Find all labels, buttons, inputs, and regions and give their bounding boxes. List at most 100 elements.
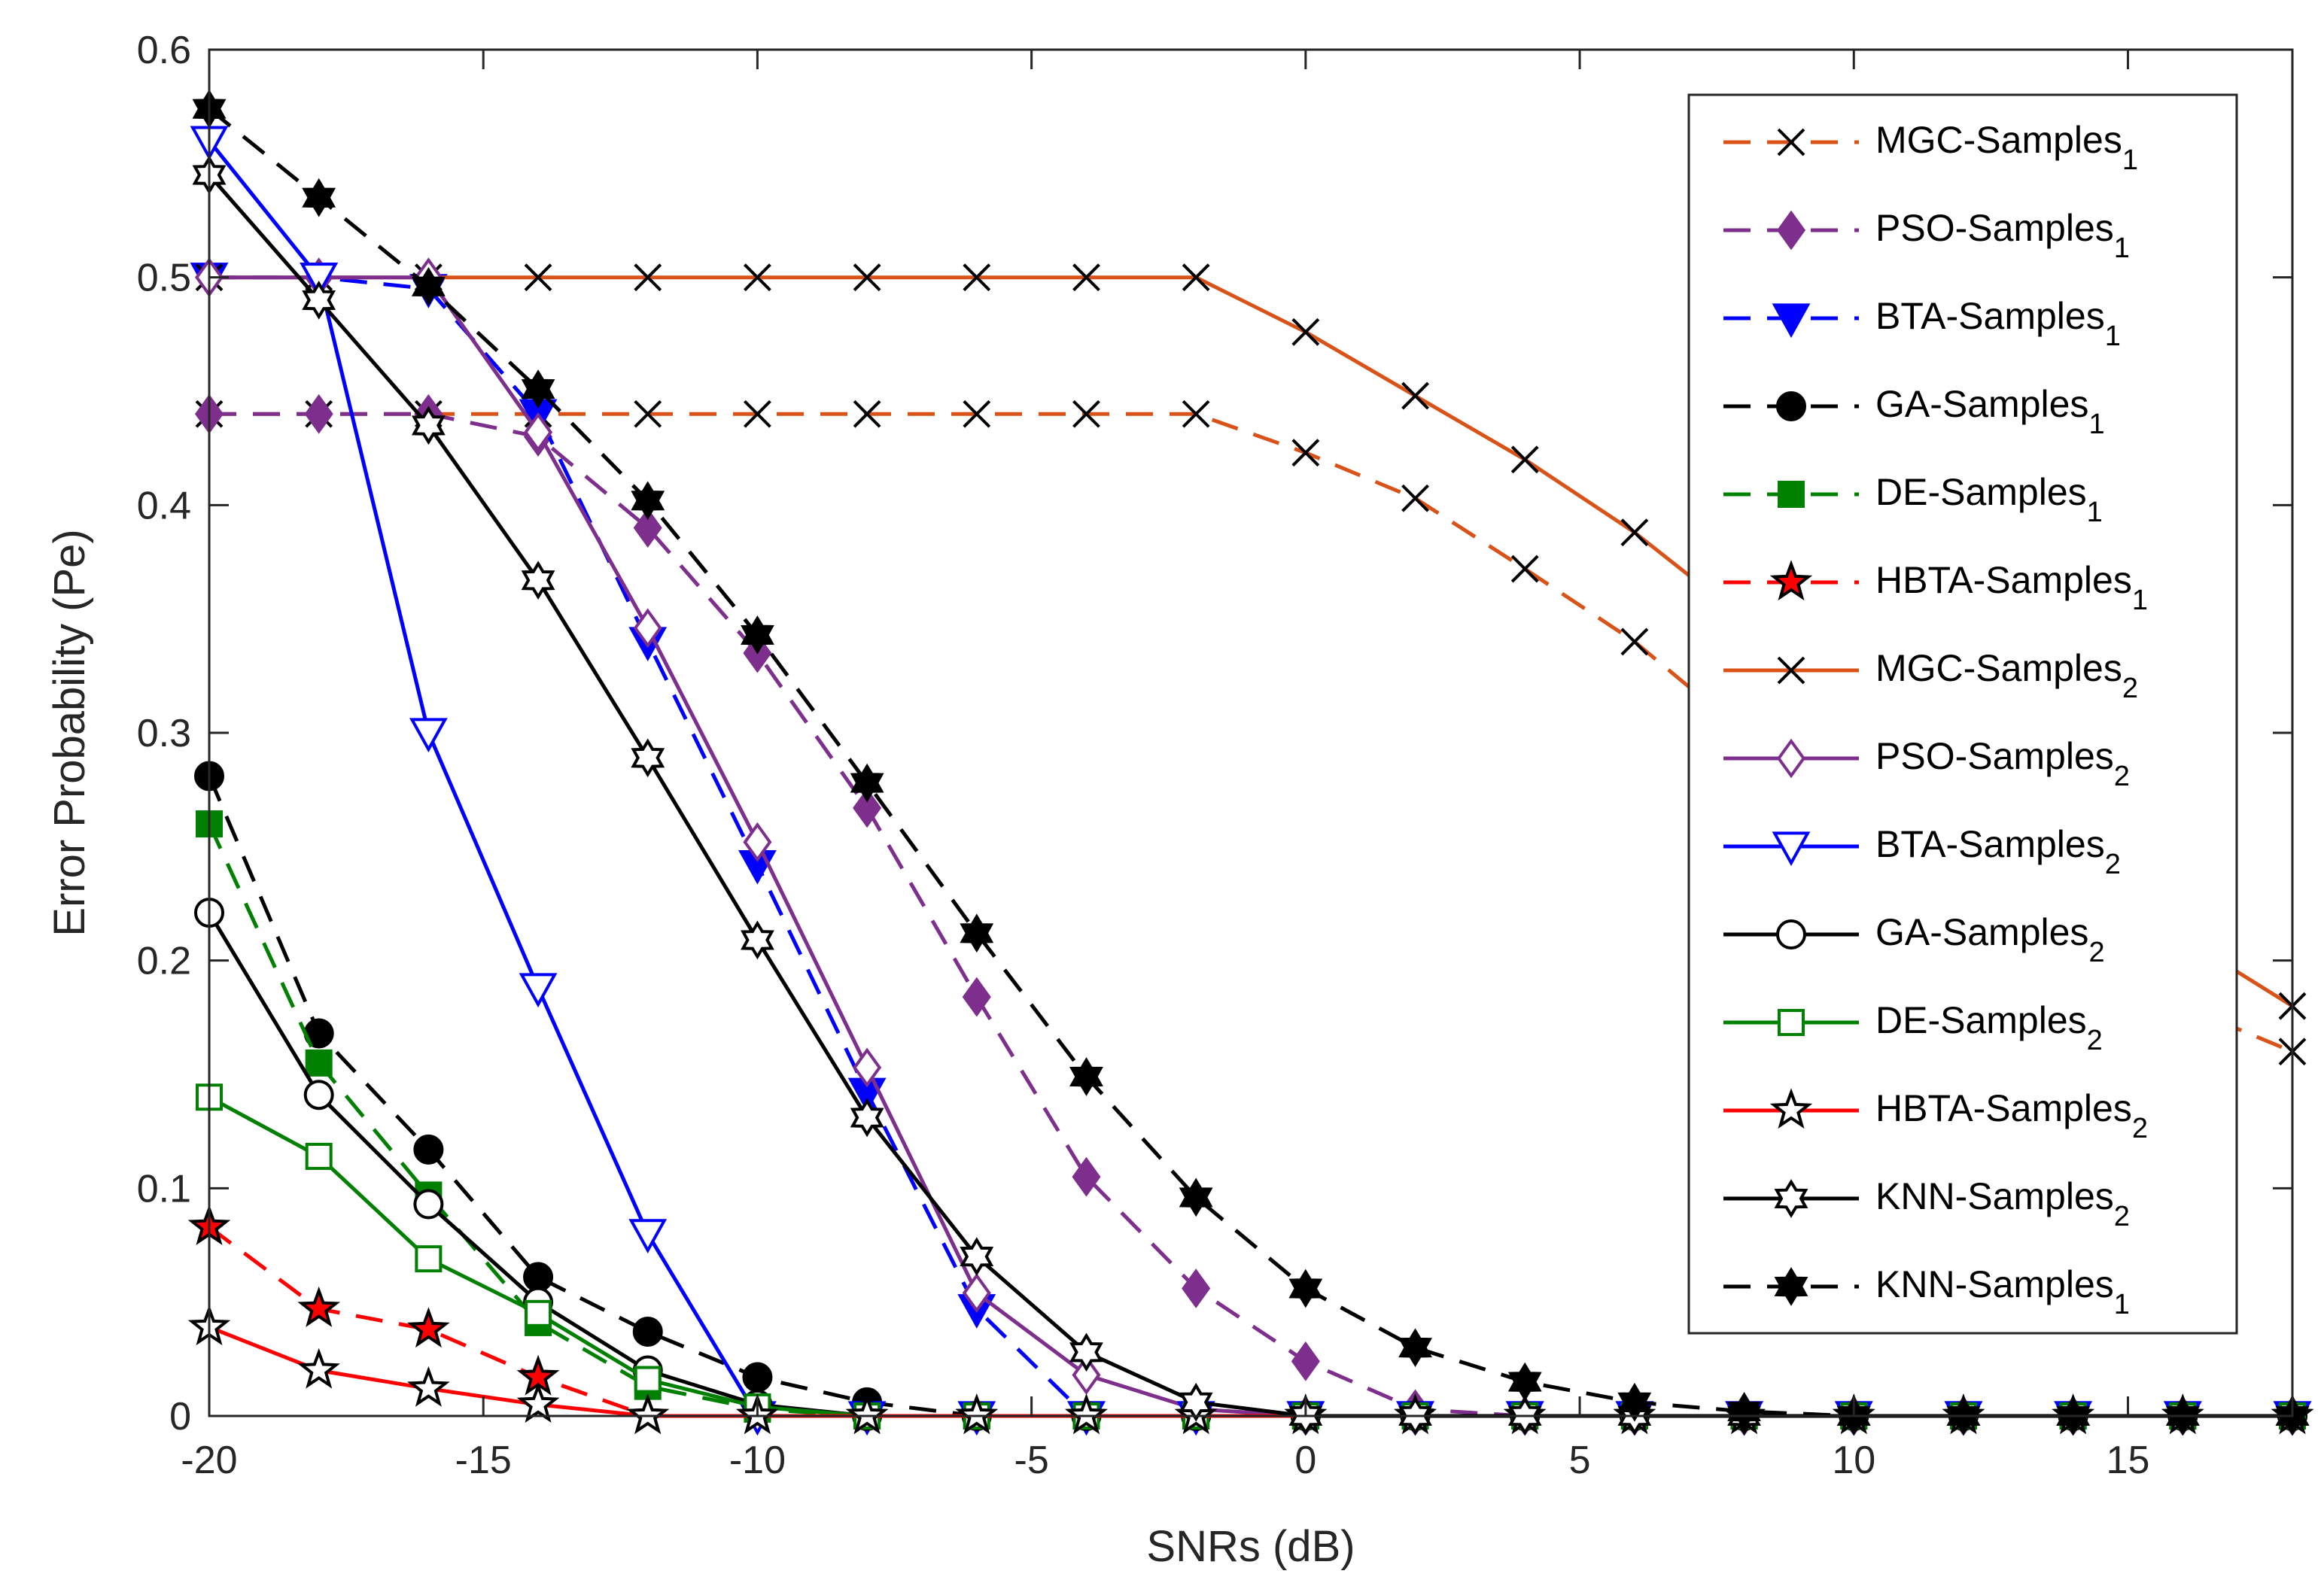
y-tick-label: 0.5 <box>137 257 191 300</box>
data-point <box>741 920 774 960</box>
data-point <box>411 406 446 445</box>
data-point <box>1179 1177 1213 1217</box>
data-point <box>633 508 662 548</box>
series-line <box>207 775 2292 1418</box>
data-point <box>1617 1382 1652 1422</box>
legend-label-subscript: 1 <box>2087 497 2103 528</box>
data-point <box>1401 484 1429 512</box>
x-tick-label: 15 <box>2107 1439 2150 1482</box>
legend-marker <box>1778 1009 1805 1036</box>
legend-label-subscript: 2 <box>2088 937 2104 968</box>
data-point <box>955 1393 999 1435</box>
data-point <box>631 481 665 521</box>
legend-label-name: DE-Samples <box>1875 999 2087 1041</box>
data-point <box>304 393 333 434</box>
legend-entry: HBTA-Samples2 <box>1723 1087 2148 1144</box>
data-point <box>1069 1332 1103 1372</box>
legend: MGC-Samples1PSO-Samples1BTA-Samples1GA-S… <box>1687 93 2238 1335</box>
legend-marker <box>1777 128 1805 156</box>
data-point <box>519 973 558 1008</box>
legend-label: HBTA-Samples1 <box>1875 559 2148 616</box>
legend-label-name: DE-Samples <box>1875 471 2087 513</box>
legend-marker <box>1769 1088 1813 1129</box>
legend-label: DE-Samples2 <box>1875 999 2103 1056</box>
x-tick-label: 10 <box>1832 1439 1875 1482</box>
legend-marker <box>1774 1267 1808 1306</box>
legend-marker <box>1776 391 1806 421</box>
x-tick-label: 0 <box>1294 1439 1316 1482</box>
data-point <box>413 1134 444 1165</box>
legend-label-name: PSO-Samples <box>1875 735 2114 777</box>
data-point <box>524 412 553 452</box>
y-tick-label: 0.1 <box>137 1167 191 1211</box>
data-point <box>853 400 881 428</box>
legend-marker <box>1776 738 1806 779</box>
data-point <box>850 1098 884 1138</box>
data-point <box>302 178 336 217</box>
legend-entry: DE-Samples1 <box>1723 471 2103 528</box>
data-point <box>853 788 882 828</box>
legend-label-name: BTA-Samples <box>1875 823 2105 865</box>
data-point <box>524 263 552 292</box>
data-point <box>962 1273 991 1313</box>
legend-label-subscript: 1 <box>2088 409 2104 440</box>
y-tick-label: 0 <box>169 1395 191 1439</box>
legend-label-name: GA-Samples <box>1875 911 2088 953</box>
legend-entry: MGC-Samples2 <box>1723 647 2138 704</box>
data-point <box>1620 627 1649 656</box>
legend-label-name: BTA-Samples <box>1875 295 2105 337</box>
data-point <box>305 1142 333 1170</box>
data-point <box>1727 1392 1761 1431</box>
data-point <box>628 1219 668 1253</box>
data-point <box>626 1393 670 1435</box>
data-point <box>1065 1393 1108 1435</box>
data-point <box>1072 400 1100 428</box>
legend-marker <box>1772 831 1811 867</box>
legend-label: PSO-Samples1 <box>1875 207 2130 264</box>
data-point <box>960 913 994 953</box>
legend-label-name: HBTA-Samples <box>1875 559 2132 601</box>
data-point <box>744 400 771 428</box>
data-point <box>521 561 555 600</box>
legend-entry: GA-Samples1 <box>1723 383 2105 440</box>
data-point <box>1182 1268 1211 1308</box>
legend-label-subscript: 1 <box>2132 585 2148 616</box>
legend-entry: PSO-Samples1 <box>1723 207 2130 264</box>
data-point <box>742 1362 773 1393</box>
data-point <box>300 263 339 297</box>
y-axis-label: Error Probability (Pe) <box>45 529 94 936</box>
data-point <box>521 369 555 409</box>
legend-label-subscript: 2 <box>2105 849 2121 880</box>
data-point <box>1069 1057 1103 1096</box>
legend-label: KNN-Samples1 <box>1875 1263 2130 1320</box>
x-tick-label: -5 <box>1014 1439 1049 1482</box>
x-tick-label: -15 <box>455 1439 512 1482</box>
data-point <box>1398 1328 1432 1368</box>
legend-entry: DE-Samples2 <box>1723 999 2103 1056</box>
legend-label: BTA-Samples1 <box>1875 295 2121 352</box>
y-tick-label: 0.3 <box>137 712 191 755</box>
data-point <box>1291 318 1320 346</box>
legend-label: GA-Samples1 <box>1875 383 2105 440</box>
data-point <box>962 977 991 1017</box>
legend-entry: BTA-Samples2 <box>1723 823 2121 880</box>
data-point <box>297 1347 340 1389</box>
data-point <box>523 1262 554 1293</box>
legend-entry: BTA-Samples1 <box>1723 295 2121 352</box>
data-point <box>744 263 771 292</box>
data-point <box>1072 1355 1101 1395</box>
legend-label-subscript: 1 <box>2105 321 2121 352</box>
data-point <box>525 1299 552 1327</box>
legend-label-subscript: 2 <box>2087 1025 2103 1056</box>
legend-label: MGC-Samples2 <box>1875 647 2138 704</box>
data-point <box>1291 439 1320 467</box>
data-point <box>632 1317 663 1347</box>
legend-label-name: MGC-Samples <box>1875 119 2122 161</box>
data-point <box>413 1189 444 1220</box>
legend-label-name: MGC-Samples <box>1875 647 2122 689</box>
data-point <box>963 400 991 428</box>
legend-label-subscript: 2 <box>2132 1113 2148 1144</box>
data-point <box>845 1393 889 1435</box>
data-point <box>853 1047 882 1088</box>
data-point <box>850 763 884 803</box>
